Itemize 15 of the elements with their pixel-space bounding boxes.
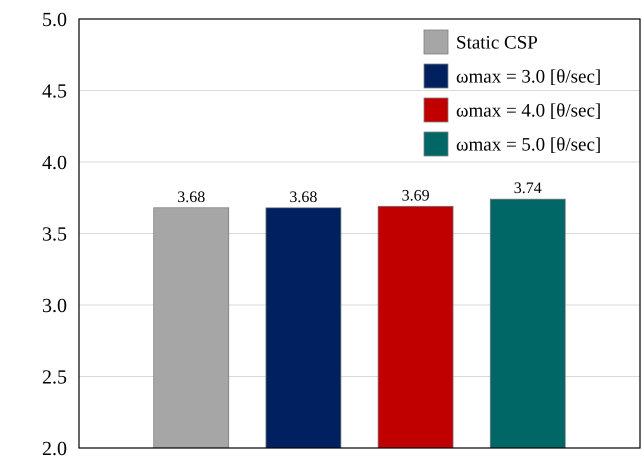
data-label: 3.74 xyxy=(514,180,542,198)
legend-label: ωmax = 4.0 [θ/sec] xyxy=(456,100,602,122)
y-tick-label: 3.0 xyxy=(42,295,67,317)
y-tick-label: 5.0 xyxy=(42,9,67,31)
legend-label: ωmax = 3.0 [θ/sec] xyxy=(456,66,602,88)
y-tick-label: 4.0 xyxy=(42,152,67,174)
legend-label: ωmax = 5.0 [θ/sec] xyxy=(456,134,602,156)
legend-label: Static CSP xyxy=(456,32,538,54)
y-tick-label: 4.5 xyxy=(42,80,67,102)
data-label: 3.69 xyxy=(402,187,430,204)
y-tick-label: 3.5 xyxy=(42,224,67,246)
y-tick-label: 2.0 xyxy=(42,438,67,458)
data-label: 3.68 xyxy=(177,188,206,206)
y-tick-label: 2.5 xyxy=(42,366,67,388)
data-label: 3.68 xyxy=(289,188,318,206)
